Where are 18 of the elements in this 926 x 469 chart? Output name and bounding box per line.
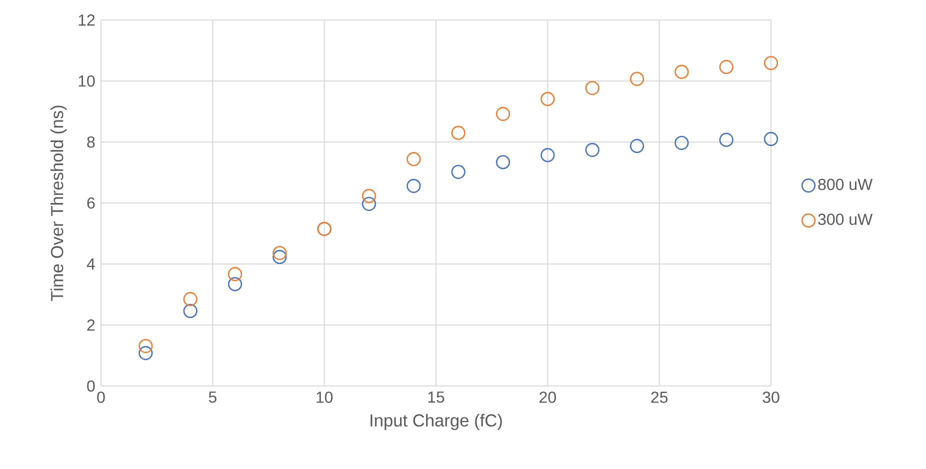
x-tick-label: 5 — [208, 392, 216, 403]
x-tick-label: 25 — [651, 392, 668, 403]
y-axis-title: Time Over Threshold (ns) — [50, 106, 67, 302]
y-tick-label: 8 — [87, 136, 95, 148]
y-tick-label: 4 — [86, 258, 95, 270]
x-axis-title: Input Charge (fC) — [370, 414, 502, 430]
x-tick-label: 10 — [316, 392, 333, 403]
y-tick-label: 12 — [78, 14, 95, 26]
y-tick-label: 0 — [87, 380, 95, 392]
y-tick-label: 2 — [87, 319, 95, 331]
legend-label: 300 uW — [818, 214, 873, 225]
y-tick-label: 6 — [87, 197, 95, 209]
x-tick-label: 0 — [97, 392, 105, 403]
x-tick-label: 15 — [428, 392, 444, 403]
y-tick-label: 10 — [78, 75, 95, 87]
x-tick-label: 30 — [762, 392, 780, 403]
legend-label: 800 uW — [818, 178, 873, 190]
x-tick-label: 20 — [540, 392, 556, 403]
